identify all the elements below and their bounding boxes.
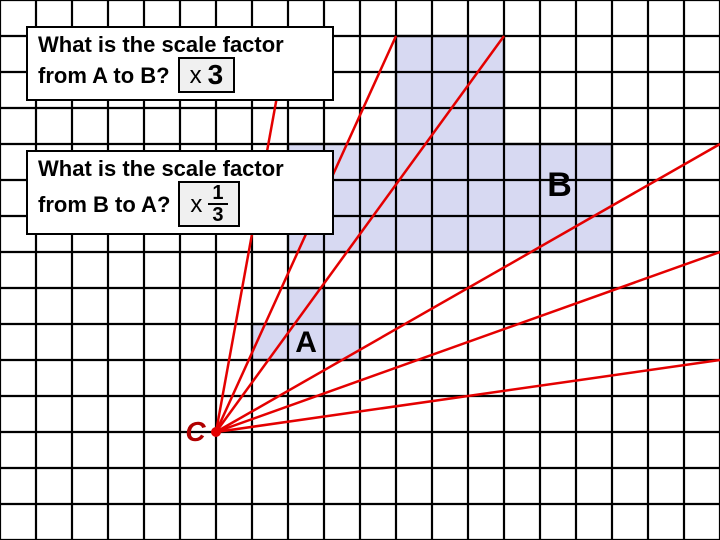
- question-box-b-to-a: What is the scale factor from B to A? x …: [26, 150, 334, 235]
- center-of-enlargement: [211, 427, 221, 437]
- q2-mult: x: [190, 191, 202, 219]
- q2-line2: from B to A?: [38, 192, 170, 217]
- q2-fraction: 1 3: [208, 183, 227, 225]
- q2-num: 1: [208, 183, 227, 205]
- label-c: C: [185, 416, 205, 448]
- q1-value: 3: [208, 59, 224, 91]
- q1-answer-box: x 3: [178, 57, 236, 93]
- q1-mult: x: [190, 62, 202, 90]
- q2-line1: What is the scale factor: [38, 156, 322, 181]
- q1-line1: What is the scale factor: [38, 32, 322, 57]
- q2-answer-box: x 1 3: [178, 181, 239, 227]
- q2-den: 3: [208, 205, 227, 225]
- label-b: B: [547, 166, 572, 205]
- label-a: A: [295, 326, 317, 360]
- question-box-a-to-b: What is the scale factor from A to B? x …: [26, 26, 334, 101]
- q1-line2: from A to B?: [38, 63, 170, 88]
